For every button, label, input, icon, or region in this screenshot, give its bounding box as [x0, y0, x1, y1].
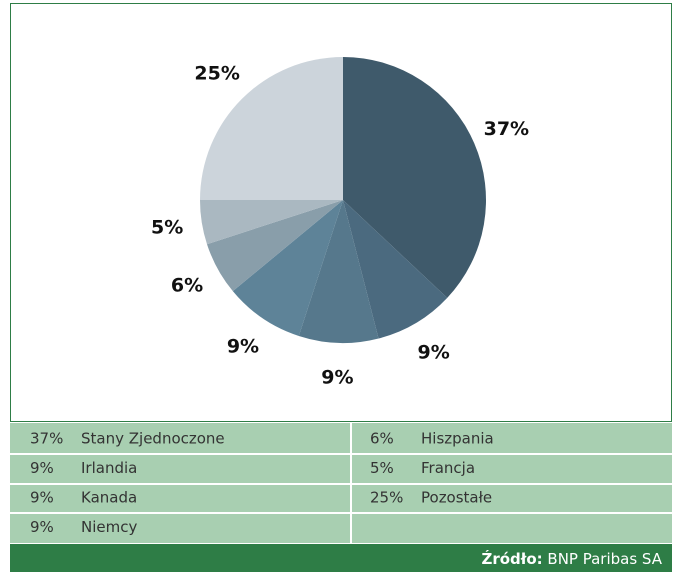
source-text: BNP Paribas SA: [547, 550, 662, 568]
legend-value: 6%: [370, 430, 394, 448]
pie-slice: [343, 200, 448, 339]
data-label: 9%: [417, 342, 449, 364]
legend-label: Niemcy: [81, 518, 137, 536]
pie-slice: [298, 200, 379, 343]
legend-value: 9%: [30, 459, 54, 477]
legend-label: Kanada: [81, 489, 137, 507]
legend-value: 9%: [30, 518, 54, 536]
pie-slice: [200, 57, 343, 200]
legend-label: Francja: [421, 459, 475, 477]
legend-label: Stany Zjednoczone: [81, 430, 225, 448]
data-label: 25%: [194, 63, 239, 85]
data-label: 9%: [227, 336, 259, 358]
data-label: 6%: [171, 274, 203, 296]
source: Źródło: BNP Paribas SA: [481, 549, 662, 568]
pie-slice: [232, 200, 343, 337]
pie-slice: [200, 200, 343, 245]
source-bar: [10, 544, 672, 572]
data-label: 9%: [321, 366, 353, 388]
pie-slice: [206, 200, 343, 292]
legend-value: 25%: [370, 489, 403, 507]
source-label: Źródło:: [481, 549, 542, 568]
legend-label: Hiszpania: [421, 430, 494, 448]
data-label: 37%: [484, 118, 529, 140]
legend-value: 37%: [30, 430, 63, 448]
legend-label: Irlandia: [81, 459, 137, 477]
legend-value: 5%: [370, 459, 394, 477]
legend-value: 9%: [30, 489, 54, 507]
data-label: 5%: [151, 216, 183, 238]
chart-frame: [10, 3, 672, 422]
pie-slice: [343, 57, 487, 298]
legend-label: Pozostałe: [421, 489, 492, 507]
